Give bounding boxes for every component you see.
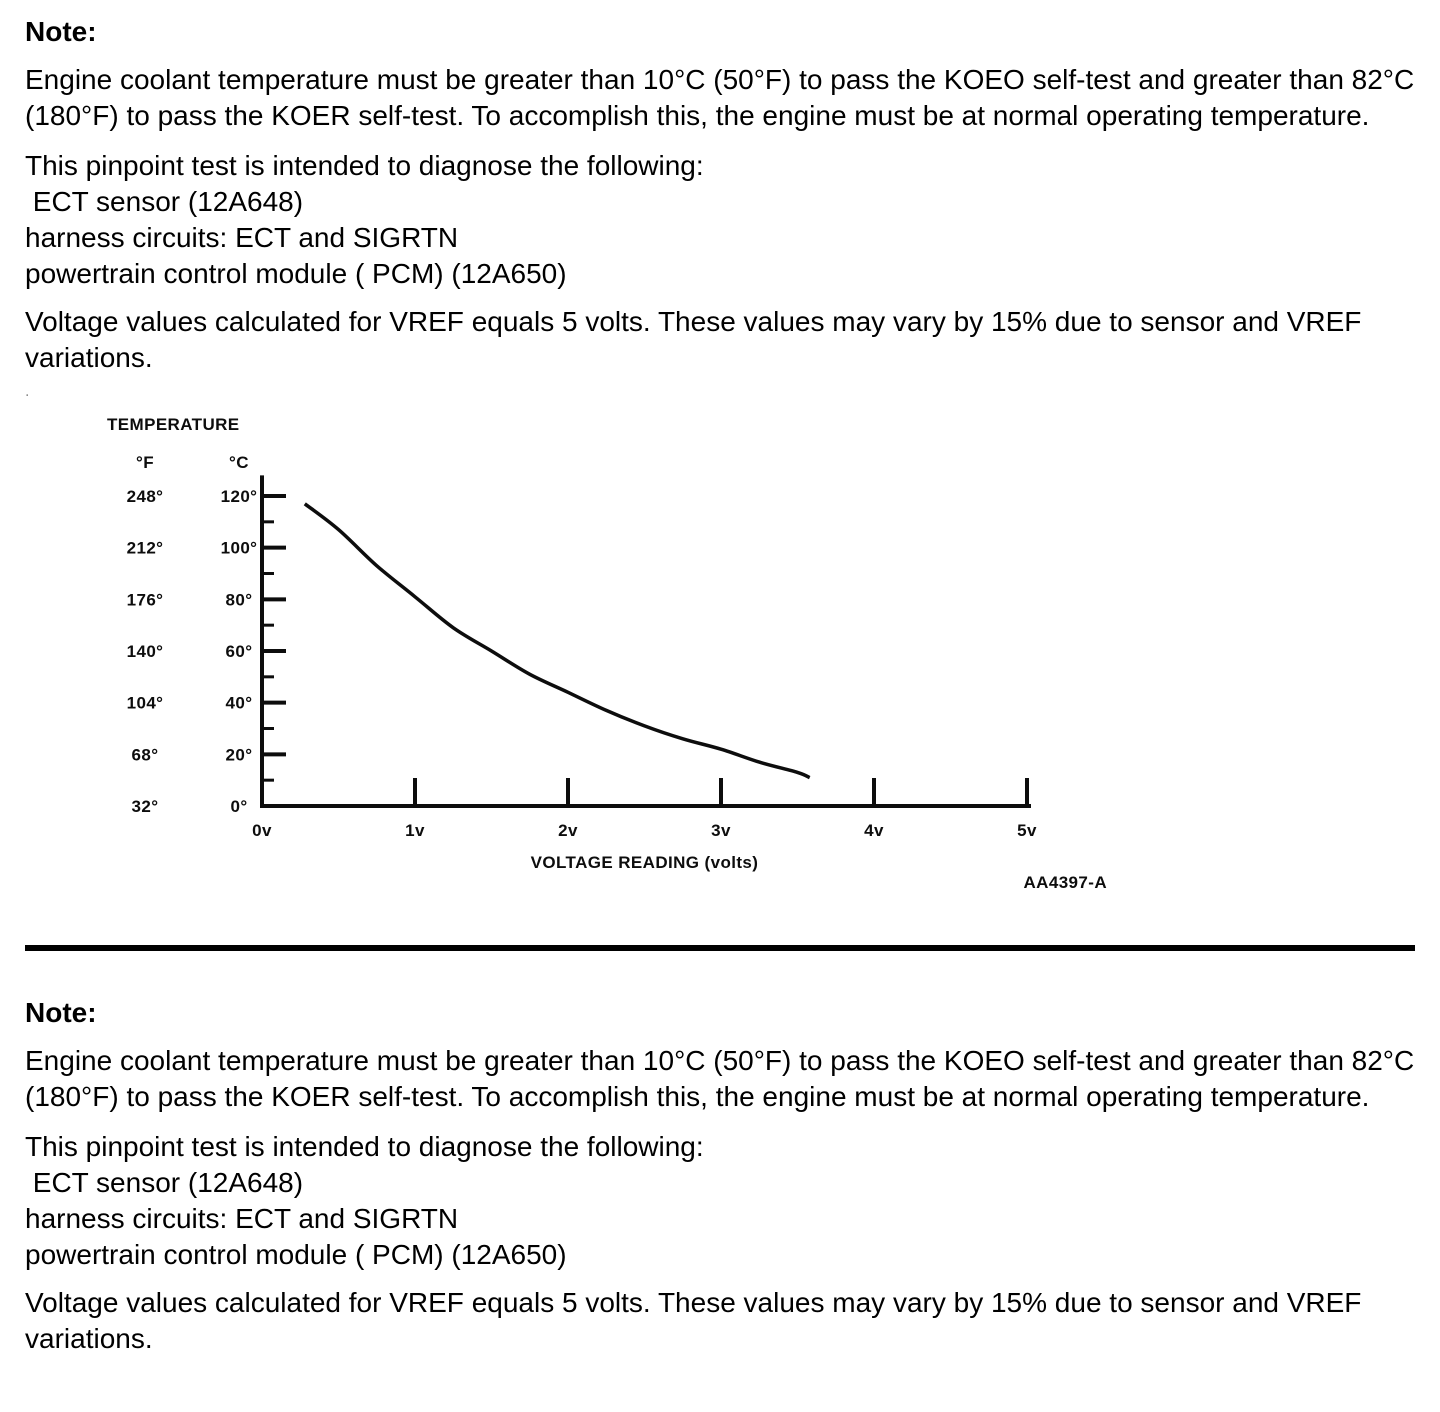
note-paragraph-vref: Voltage values calculated for VREF equal… (25, 306, 1362, 373)
section-divider (25, 945, 1415, 951)
svg-text:°F: °F (136, 453, 154, 472)
svg-text:176°: 176° (127, 590, 164, 609)
svg-text:0°: 0° (230, 797, 247, 816)
svg-text:AA4397-A: AA4397-A (1023, 873, 1107, 892)
svg-text:2v: 2v (558, 821, 578, 840)
svg-text:212°: 212° (127, 539, 164, 558)
svg-text:80°: 80° (226, 590, 253, 609)
svg-text:1v: 1v (405, 821, 425, 840)
note-paragraph-coolant: Engine coolant temperature must be great… (25, 64, 1415, 131)
svg-text:TEMPERATURE: TEMPERATURE (107, 415, 240, 434)
svg-text:140°: 140° (127, 642, 164, 661)
svg-text:104°: 104° (127, 694, 164, 713)
diagnose-item-harness-circuits: harness circuits: ECT and SIGRTN (25, 222, 459, 253)
svg-text:VOLTAGE READING (volts): VOLTAGE READING (volts) (531, 853, 759, 872)
stray-period-mark: . (25, 383, 30, 400)
note-heading: Note: (25, 997, 97, 1028)
diagnose-item-pcm: powertrain control module ( PCM) (12A650… (25, 1239, 567, 1270)
diagnose-item-ect-sensor: ECT sensor (12A648) (25, 186, 304, 217)
svg-text:5v: 5v (1017, 821, 1037, 840)
note-paragraph-pinpoint: This pinpoint test is intended to diagno… (25, 1131, 704, 1162)
svg-text:120°: 120° (221, 487, 258, 506)
svg-text:20°: 20° (226, 745, 253, 764)
note-paragraph-coolant: Engine coolant temperature must be great… (25, 1045, 1415, 1112)
svg-text:40°: 40° (226, 694, 253, 713)
diagnose-item-harness-circuits: harness circuits: ECT and SIGRTN (25, 1203, 459, 1234)
note-paragraph-vref: Voltage values calculated for VREF equal… (25, 1287, 1362, 1354)
note-section-top: Note: Engine coolant temperature must be… (25, 14, 1415, 400)
svg-text:68°: 68° (132, 745, 159, 764)
svg-text:248°: 248° (127, 487, 164, 506)
diagnose-item-ect-sensor: ECT sensor (12A648) (25, 1167, 304, 1198)
note-heading: Note: (25, 16, 97, 47)
note-section-bottom: Note: Engine coolant temperature must be… (25, 995, 1415, 1357)
ect-voltage-temperature-chart: TEMPERATURE °F °C 248° 120° 212° 100° 176° 80° 14… (77, 406, 1415, 915)
svg-text:4v: 4v (864, 821, 884, 840)
svg-text:32°: 32° (132, 797, 159, 816)
note-paragraph-pinpoint: This pinpoint test is intended to diagno… (25, 150, 704, 181)
svg-text:60°: 60° (226, 642, 253, 661)
svg-text:0v: 0v (252, 821, 272, 840)
svg-text:3v: 3v (711, 821, 731, 840)
ect-chart-svg: TEMPERATURE °F °C 248° 120° 212° 100° 176° 80° 14… (107, 415, 1107, 892)
svg-text:°C: °C (229, 453, 249, 472)
svg-text:100°: 100° (221, 539, 258, 558)
diagnose-item-pcm: powertrain control module ( PCM) (12A650… (25, 258, 567, 289)
